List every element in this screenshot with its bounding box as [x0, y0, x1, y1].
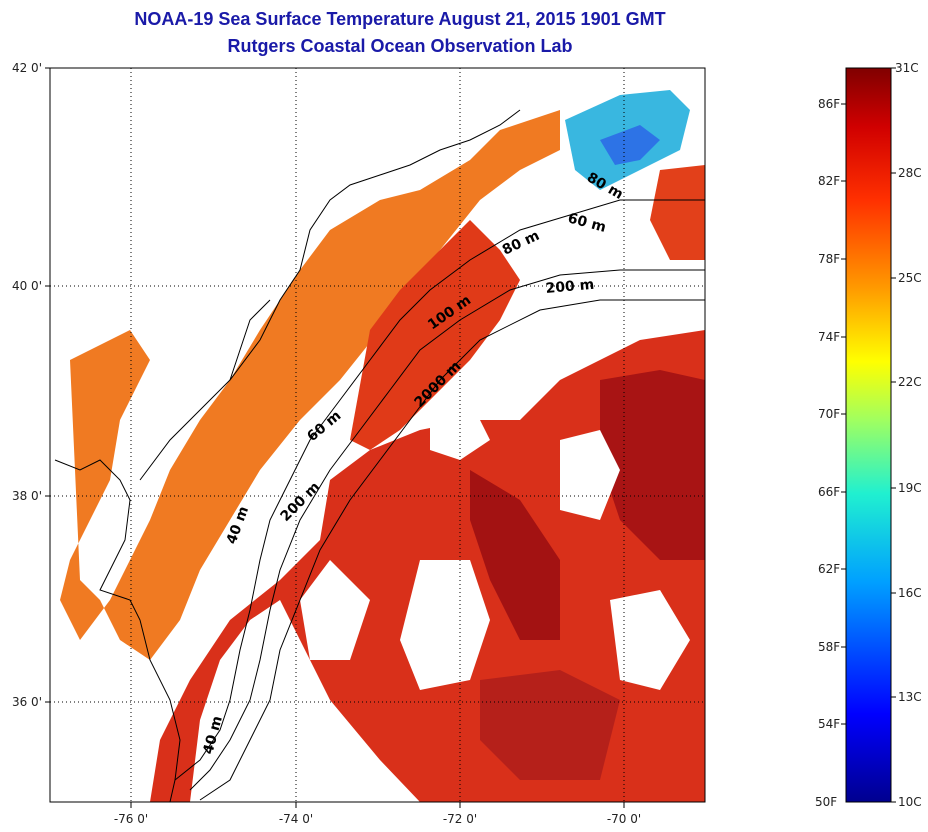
map-subtitle: Rutgers Coastal Ocean Observation Lab [227, 36, 573, 56]
colorbar-f-label: 54F [818, 717, 841, 731]
svg-text:80 m: 80 m [500, 228, 542, 259]
svg-text:40 m: 40 m [200, 714, 226, 756]
colorbar-f-label: 50F [815, 795, 838, 809]
lat-label: 42 0' [11, 61, 42, 75]
lat-label: 40 0' [11, 279, 42, 293]
colorbar-c-label: 10C [898, 795, 922, 809]
coastline [54, 109, 705, 802]
colorbar-f-label: 66F [818, 485, 841, 499]
colorbar-f-label: 86F [818, 97, 841, 111]
colorbar-c-label: 22C [898, 375, 922, 389]
lon-label: -76 0' [113, 812, 149, 826]
lon-label: -72 0' [442, 812, 478, 826]
colorbar-f-label: 62F [818, 562, 841, 576]
colorbar-c-label: 19C [898, 481, 922, 495]
svg-text:60 m: 60 m [566, 210, 608, 236]
sst-field [60, 90, 705, 802]
colorbar-c-label: 31C [895, 61, 919, 75]
svg-text:60 m: 60 m [304, 408, 344, 445]
lon-label: -70 0' [606, 812, 642, 826]
colorbar-c-label: 25C [898, 271, 922, 285]
map-frame [49, 67, 706, 803]
colorbar-f-label: 58F [818, 640, 841, 654]
map-title: NOAA-19 Sea Surface Temperature August 2… [134, 9, 666, 29]
colorbar-f-label: 82F [818, 174, 841, 188]
svg-text:200 m: 200 m [278, 479, 324, 525]
svg-text:200 m: 200 m [545, 277, 595, 297]
lat-label: 36 0' [11, 695, 42, 709]
colorbar-c-label: 16C [898, 586, 922, 600]
colorbar-c-label: 13C [898, 690, 922, 704]
lat-label: 38 0' [11, 489, 42, 503]
colorbar-f-label: 70F [818, 407, 841, 421]
colorbar-c-label: 28C [898, 166, 922, 180]
map-ticks [45, 67, 625, 808]
colorbar-f-label: 78F [818, 252, 841, 266]
colorbar-f-label: 74F [818, 330, 841, 344]
colorbar-ticks [841, 67, 896, 803]
colorbar [845, 67, 892, 803]
lon-label: -74 0' [278, 812, 314, 826]
